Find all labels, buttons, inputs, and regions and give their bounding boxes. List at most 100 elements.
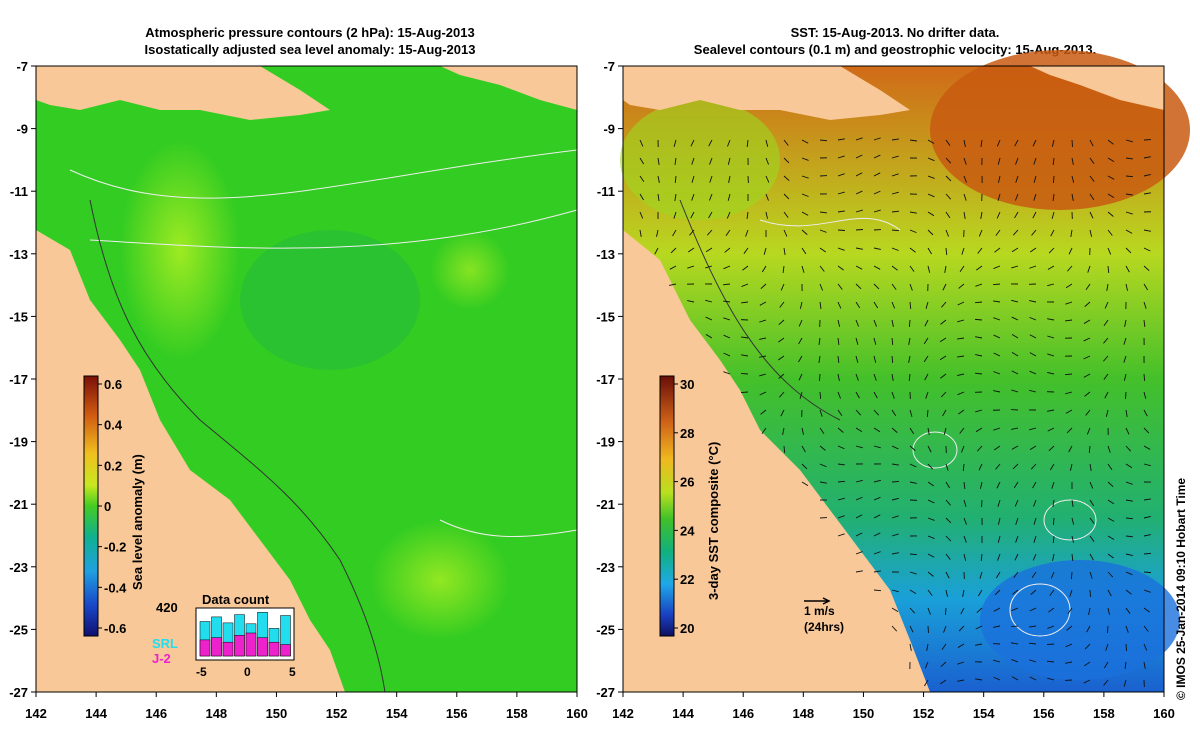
velocity-arrow [727,193,731,201]
velocity-arrow [783,211,789,218]
velocity-arrow [891,463,899,466]
velocity-arrow [783,139,789,146]
velocity-arrow [1014,139,1019,147]
velocity-arrow [1083,679,1091,684]
velocity-arrow [1014,193,1019,201]
velocity-arrow [759,301,767,306]
velocity-arrow [837,533,845,537]
velocity-arrow [743,247,749,254]
velocity-arrow [722,300,731,303]
data-count-bar-j2 [257,637,268,657]
y-tick-label: -27 [9,685,28,700]
velocity-arrow [957,373,965,377]
data-count-xtick: 0 [244,665,251,679]
velocity-arrow [1143,373,1146,382]
velocity-arrow [837,138,845,141]
velocity-arrow [963,175,967,183]
velocity-arrow [909,211,917,214]
velocity-arrow [945,535,952,542]
velocity-arrow [855,319,859,327]
velocity-arrow [1066,427,1073,434]
velocity-arrow [909,283,913,291]
velocity-arrow [855,301,861,309]
velocity-arrow [1125,463,1133,469]
velocity-scale-arrowhead [822,597,831,605]
velocity-arrow [997,175,1001,183]
velocity-arrow [705,299,713,303]
velocity-arrow [873,190,881,195]
velocity-arrow [945,139,951,146]
velocity-arrow [1047,409,1055,412]
velocity-arrow [765,211,768,219]
velocity-arrow [1047,353,1055,357]
velocity-arrow [837,283,843,290]
velocity-arrow [963,157,967,165]
velocity-arrow [780,283,785,291]
y-tick-label: -21 [596,497,615,512]
velocity-arrow [1047,283,1055,287]
velocity-arrow [1143,515,1151,519]
velocity-arrow [1123,337,1127,345]
velocity-arrow [1107,139,1114,145]
velocity-arrow [1011,659,1019,663]
x-tick-label: 148 [792,706,814,721]
velocity-arrow [1089,139,1094,147]
velocity-arrow [1011,676,1019,681]
velocity-arrow [779,301,785,308]
sealevel-contour [759,217,901,231]
velocity-arrow [873,496,881,501]
velocity-arrow [891,138,899,141]
velocity-arrow [995,463,1001,470]
velocity-arrow [909,265,915,272]
velocity-arrow [1107,229,1113,236]
velocity-arrow [819,229,827,233]
velocity-arrow [1085,283,1091,291]
velocity-arrow [994,589,1001,596]
velocity-arrow [837,191,845,195]
velocity-arrow [924,373,929,381]
velocity-arrow [927,463,934,470]
velocity-arrow [975,427,983,433]
velocity-arrow [1125,481,1133,485]
velocity-arrow [1088,607,1091,615]
velocity-arrow [927,607,931,615]
velocity-arrow [926,409,929,418]
velocity-arrow [909,643,912,651]
left-map [35,65,578,693]
velocity-arrow [945,499,951,506]
velocity-arrow [819,427,825,435]
y-tick-label: -7 [16,59,28,74]
velocity-arrow [1011,642,1019,645]
data-count-bar-j2 [222,641,234,657]
velocity-arrow [1143,301,1147,309]
velocity-arrow [1143,643,1148,651]
velocity-arrow [993,676,1001,681]
velocity-arrow [1143,463,1151,467]
velocity-arrow [1033,517,1037,525]
velocity-arrow [891,247,899,251]
velocity-arrow [1071,139,1073,148]
x-tick-label: 158 [1093,706,1115,721]
velocity-arrow [993,625,1001,628]
velocity-arrow [687,265,695,269]
velocity-arrow [1143,265,1150,272]
velocity-arrow [705,265,713,269]
velocity-arrow [1052,193,1055,201]
data-count-srl: SRL [152,636,178,651]
velocity-arrow [1103,661,1109,669]
data-count-bar-j2 [268,641,280,657]
velocity-arrow [691,193,695,201]
velocity-arrow [908,337,911,345]
velocity-arrow [798,355,803,363]
sst-warm-region [620,100,780,220]
velocity-arrow [945,463,949,471]
velocity-arrow [673,211,677,219]
velocity-arrow [927,193,935,198]
velocity-arrow [723,265,731,270]
velocity-arrow [944,265,947,273]
velocity-arrow [959,427,965,434]
velocity-arrow [975,354,983,357]
y-tick-label: -23 [9,560,28,575]
velocity-arrow [1068,445,1073,453]
